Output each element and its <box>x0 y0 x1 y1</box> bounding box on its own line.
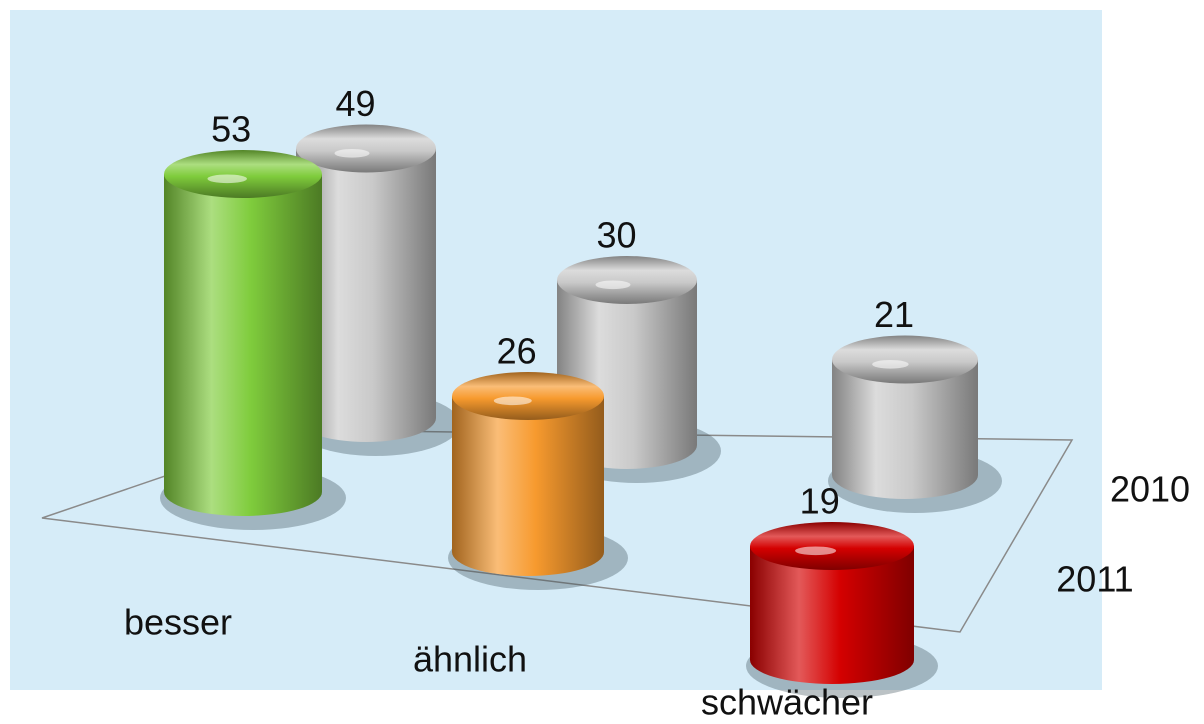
cylinder-body <box>452 396 604 552</box>
category-label: besser <box>124 602 232 643</box>
value-label: 53 <box>211 109 251 150</box>
cylinder <box>160 150 346 530</box>
value-label: 30 <box>596 215 636 256</box>
cylinder-highlight <box>595 280 631 290</box>
cylinder-highlight <box>872 359 909 369</box>
cylinder-top <box>832 335 978 384</box>
value-label: 49 <box>335 83 375 124</box>
cylinder-top <box>750 522 914 570</box>
value-label: 21 <box>874 294 914 335</box>
cylinder-body <box>164 174 322 492</box>
series-label: 2010 <box>1110 469 1190 510</box>
category-label: schwächer <box>701 682 873 723</box>
cylinder-highlight <box>795 546 837 556</box>
value-label: 19 <box>800 481 840 522</box>
cylinder <box>828 335 1002 513</box>
cylinder-top <box>164 150 322 198</box>
cylinder-top <box>452 372 604 420</box>
cylinder-top <box>296 124 436 173</box>
value-label: 26 <box>497 331 537 372</box>
cylinder-top <box>557 256 697 304</box>
cylinder <box>292 124 460 456</box>
category-label: ähnlich <box>413 639 527 680</box>
cylinder-highlight <box>493 396 532 406</box>
cylinder <box>746 522 938 698</box>
cylinder <box>448 372 628 590</box>
cylinder-highlight <box>334 148 370 158</box>
cylinder-highlight <box>207 174 247 184</box>
series-label: 2011 <box>1056 559 1133 600</box>
